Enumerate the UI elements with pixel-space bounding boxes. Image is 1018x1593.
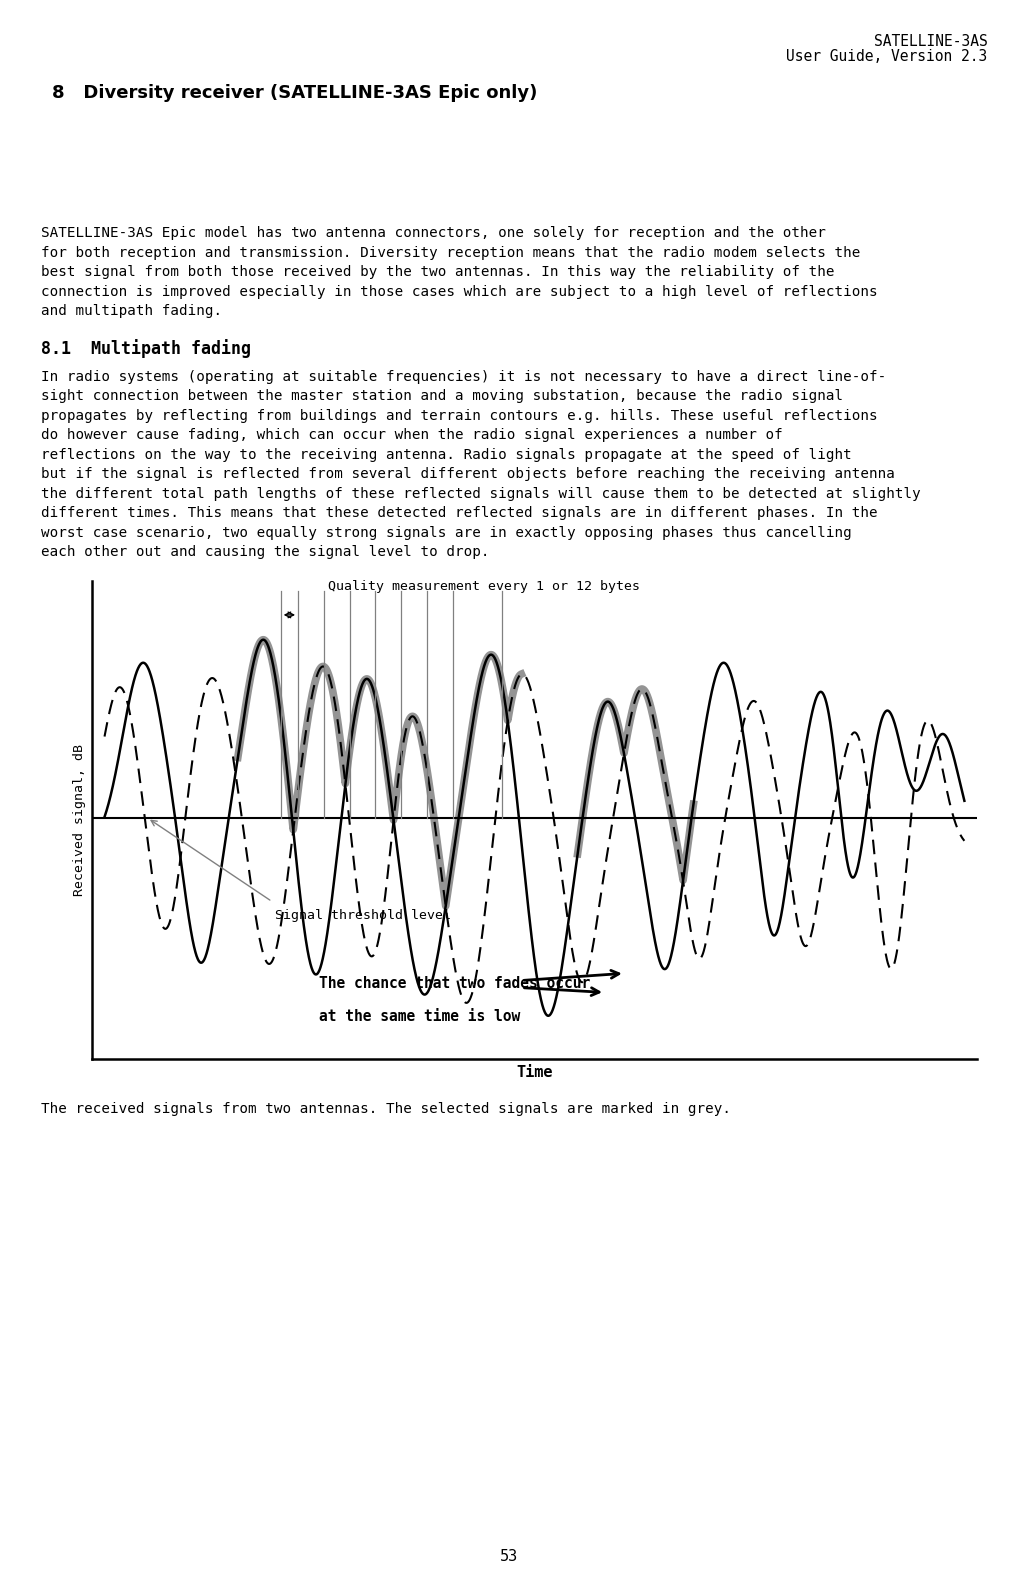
Text: 53: 53 <box>500 1550 518 1564</box>
Text: SATELLINE-3AS Epic model has two antenna connectors, one solely for reception an: SATELLINE-3AS Epic model has two antenna… <box>41 226 878 319</box>
Text: User Guide, Version 2.3: User Guide, Version 2.3 <box>786 49 987 64</box>
Text: The chance that two fades occur: The chance that two fades occur <box>320 975 590 991</box>
Y-axis label: Received signal, dB: Received signal, dB <box>73 744 87 897</box>
Text: 8.1  Multipath fading: 8.1 Multipath fading <box>41 339 250 358</box>
X-axis label: Time: Time <box>516 1064 553 1080</box>
Text: SATELLINE-3AS: SATELLINE-3AS <box>873 33 987 49</box>
Text: The received signals from two antennas. The selected signals are marked in grey.: The received signals from two antennas. … <box>41 1102 731 1117</box>
Text: In radio systems (operating at suitable frequencies) it is not necessary to have: In radio systems (operating at suitable … <box>41 370 920 559</box>
Text: 8   Diversity receiver (SATELLINE-3AS Epic only): 8 Diversity receiver (SATELLINE-3AS Epic… <box>52 84 538 102</box>
Text: Quality measurement every 1 or 12 bytes: Quality measurement every 1 or 12 bytes <box>328 580 640 593</box>
Text: at the same time is low: at the same time is low <box>320 1010 521 1024</box>
Text: Signal threshold level: Signal threshold level <box>275 908 451 922</box>
